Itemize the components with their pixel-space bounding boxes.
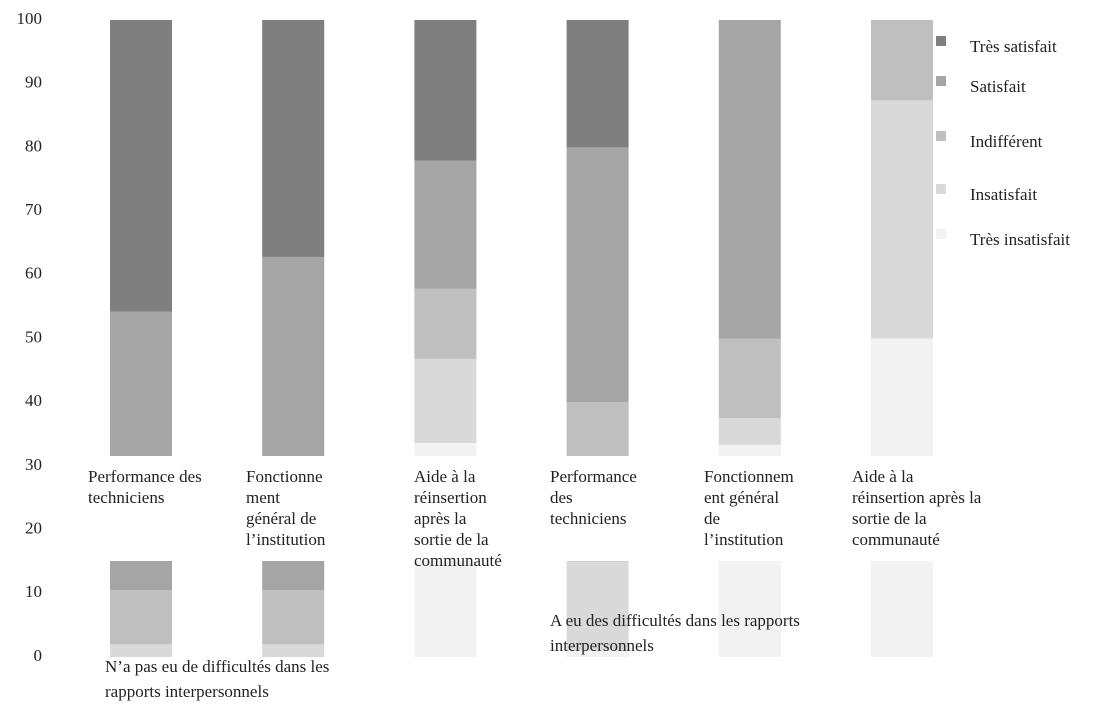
group-label: interpersonnels — [550, 636, 654, 655]
x-tick-label: techniciens — [88, 488, 164, 507]
x-tick-label: réinsertion après la — [852, 488, 982, 507]
bar-segment — [718, 418, 781, 445]
legend-swatch — [936, 76, 946, 86]
x-tick-label: Aide à la — [852, 467, 914, 486]
bar-segment — [262, 590, 325, 645]
y-tick-label: 30 — [25, 455, 42, 474]
bar-segment — [110, 644, 172, 657]
x-tick-label: l’institution — [246, 530, 326, 549]
group-label: N’a pas eu de difficultés dans les — [105, 657, 329, 676]
x-tick-label: Fonctionne — [246, 467, 323, 486]
x-tick-label: techniciens — [550, 509, 626, 528]
x-tick-label: sortie de la — [852, 509, 927, 528]
legend-swatch — [936, 131, 946, 141]
bar-segment — [262, 20, 325, 257]
bar-segment — [718, 20, 781, 339]
bar-segment — [110, 20, 172, 312]
legend-label: Indifférent — [970, 132, 1043, 151]
bar-segment — [718, 338, 781, 419]
bar-segment — [566, 561, 629, 651]
x-tick-label: après la — [414, 509, 467, 528]
legend-swatch — [936, 36, 946, 46]
x-tick-label: Performance des — [88, 467, 202, 486]
group-label: A eu des difficultés dans les rapports — [550, 611, 800, 630]
legend-swatch — [936, 229, 946, 239]
x-tick-label: l’institution — [704, 530, 784, 549]
bar-segment — [871, 20, 933, 101]
x-tick-label: Fonctionnem — [704, 467, 794, 486]
bar-segment — [566, 147, 629, 403]
y-tick-label: 10 — [25, 582, 42, 601]
group-label: rapports interpersonnels — [105, 682, 269, 701]
x-tick-label: Performance — [550, 467, 637, 486]
bar-segment — [871, 100, 933, 339]
bar-segment — [110, 590, 172, 645]
y-tick-label: 40 — [25, 391, 42, 410]
bar-segment — [414, 288, 477, 359]
x-tick-label: communauté — [852, 530, 940, 549]
y-tick-label: 100 — [17, 9, 43, 28]
bar-segment — [262, 644, 325, 657]
x-tick-label: sortie de la — [414, 530, 489, 549]
label-band — [70, 456, 940, 561]
x-tick-label: ent général — [704, 488, 779, 507]
bar-segment — [414, 160, 477, 289]
y-tick-label: 20 — [25, 519, 42, 538]
x-tick-label: ment — [246, 488, 280, 507]
legend-label: Très insatisfait — [970, 230, 1070, 249]
bar-segment — [566, 20, 629, 148]
x-tick-label: réinsertion — [414, 488, 487, 507]
x-tick-label: des — [550, 488, 573, 507]
x-tick-label: communauté — [414, 551, 502, 570]
y-tick-label: 80 — [25, 136, 42, 155]
x-tick-label: général de — [246, 509, 316, 528]
x-tick-label: Aide à la — [414, 467, 476, 486]
y-tick-label: 0 — [34, 646, 43, 665]
legend-label: Insatisfait — [970, 185, 1037, 204]
x-tick-label: de — [704, 509, 720, 528]
legend-label: Très satisfait — [970, 37, 1057, 56]
legend-swatch — [936, 184, 946, 194]
y-tick-label: 90 — [25, 73, 42, 92]
bar-segment — [566, 650, 629, 657]
y-tick-label: 50 — [25, 327, 42, 346]
bar-segment — [414, 20, 477, 161]
y-tick-label: 70 — [25, 200, 42, 219]
y-tick-label: 60 — [25, 264, 42, 283]
legend-label: Satisfait — [970, 77, 1026, 96]
bar-segment — [414, 358, 477, 443]
